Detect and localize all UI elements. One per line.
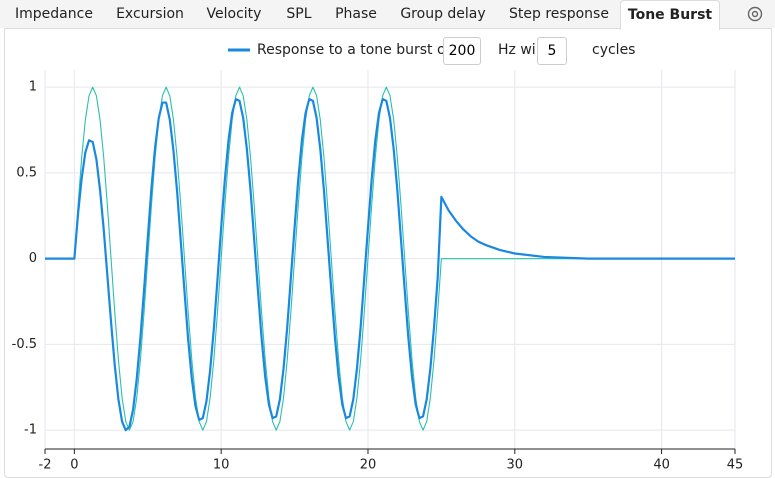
cycles-unit: cycles: [592, 42, 636, 58]
y-tick-label: -0.5: [12, 337, 37, 352]
x-tick-label: 45: [727, 458, 744, 473]
tab[interactable]: Velocity: [206, 6, 262, 22]
settings-icon[interactable]: [747, 6, 763, 22]
x-tick-label: 0: [70, 458, 78, 473]
tab[interactable]: SPL: [286, 6, 312, 22]
tab-active[interactable]: Tone Burst: [620, 0, 720, 30]
y-tick-label: 0.5: [16, 165, 37, 180]
x-tick-label: 20: [360, 458, 377, 473]
series-line: [45, 98, 735, 432]
x-tick-label: 10: [213, 458, 230, 473]
frequency-input[interactable]: 200: [443, 37, 481, 65]
x-tick-label: 30: [507, 458, 524, 473]
x-tick-label: -2: [39, 458, 52, 473]
y-tick-label: 1: [29, 80, 37, 95]
tab[interactable]: Excursion: [116, 6, 184, 22]
tab[interactable]: Phase: [335, 6, 377, 22]
tab[interactable]: Step response: [509, 6, 609, 22]
gear-inner[interactable]: [751, 10, 759, 18]
tab[interactable]: Impedance: [15, 6, 93, 22]
y-tick-label: 0: [29, 251, 37, 266]
tab[interactable]: Group delay: [400, 6, 486, 22]
frequency-unit: Hz wi: [498, 42, 536, 58]
x-tick-label: 40: [653, 458, 670, 473]
legend-label: Response to a tone burst of: [257, 42, 451, 58]
y-tick-label: -1: [24, 423, 37, 438]
cycles-input[interactable]: 5: [537, 37, 567, 65]
gear-outer[interactable]: [747, 6, 763, 22]
